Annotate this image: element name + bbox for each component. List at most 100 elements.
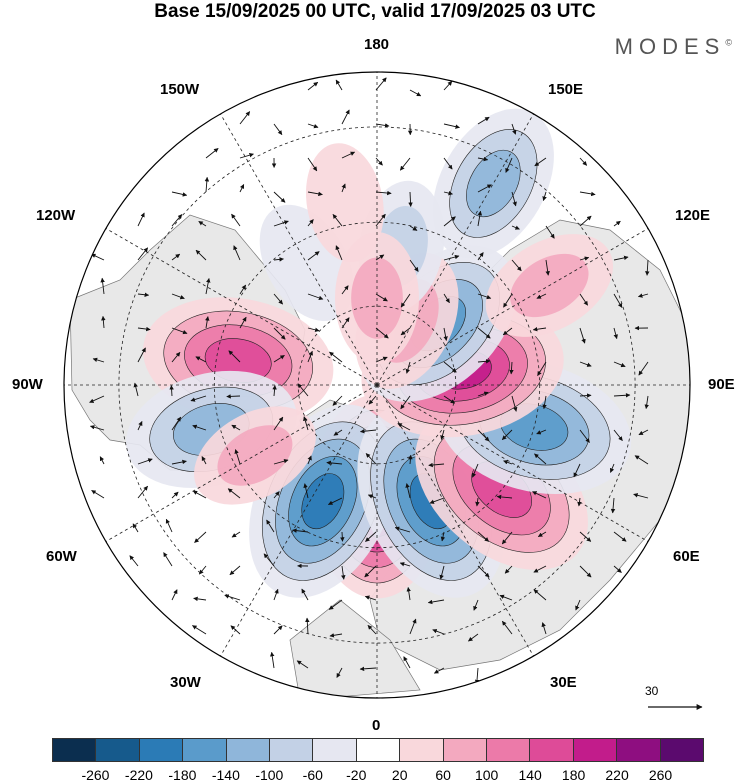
lon-label-150e: 150E [548, 81, 584, 98]
brand-mark: © [725, 37, 732, 48]
colorbar [52, 738, 705, 762]
wind-arrow [365, 531, 377, 542]
wind-arrow [613, 565, 622, 573]
wind-arrow [429, 497, 445, 504]
wind-arrow [511, 225, 520, 230]
colorbar-swatch [95, 738, 139, 762]
wind-arrow [332, 395, 343, 406]
wind-arrow [537, 361, 547, 376]
wind-arrow [192, 490, 207, 499]
colorbar-swatch [355, 738, 400, 762]
wind-arrow [638, 429, 649, 436]
wind-arrow [307, 191, 323, 197]
wind-arrow [137, 347, 146, 363]
wind-arrow [443, 293, 450, 304]
wind-arrow [91, 253, 105, 261]
meridian-line [376, 384, 649, 542]
wind-arrow [638, 361, 649, 376]
wind-arrow [171, 214, 183, 227]
wind-arrow [375, 356, 388, 363]
wind-arrow [609, 463, 615, 473]
wind-arrow [375, 254, 385, 261]
wind-arrow [579, 256, 590, 261]
wind-arrow [367, 625, 377, 635]
wind-arrow [503, 460, 513, 465]
wind-arrow [341, 317, 350, 329]
wind-arrow [477, 327, 491, 339]
wind-arrow [501, 531, 513, 545]
wind-arrow [307, 293, 324, 301]
wind-arrow [137, 421, 143, 431]
wind-arrow [443, 80, 453, 91]
colorbar-swatch [52, 738, 96, 762]
colorbar-swatch [442, 738, 487, 762]
wind-arrow [303, 416, 309, 431]
wind-arrow [273, 354, 285, 363]
wind-arrow [477, 531, 490, 542]
wind-arrow [579, 215, 592, 227]
colorbar-tick-label: 140 [518, 767, 542, 783]
wind-arrow [364, 595, 377, 601]
wind-arrow [137, 458, 153, 465]
wind-arrow [405, 361, 411, 374]
wind-arrow [613, 393, 631, 398]
wind-arrow [477, 565, 490, 578]
wind-arrow [408, 454, 413, 465]
wind-arrow [332, 214, 343, 227]
wind-arrow [511, 259, 522, 272]
wind-arrow [503, 293, 513, 308]
wind-arrow [579, 393, 592, 398]
wind-arrow [192, 625, 207, 635]
wind-arrow [579, 191, 596, 197]
wind-arrow [171, 459, 187, 465]
wind-arrow [542, 395, 547, 410]
wind-arrow [509, 361, 514, 375]
wind-arrow [341, 183, 346, 193]
meridian-line [376, 113, 534, 386]
wind-arrow [171, 491, 179, 499]
wind-arrow [335, 245, 343, 261]
wind-arrow [89, 395, 105, 403]
wind-arrow [440, 531, 446, 542]
colorbar-tick-label: 180 [561, 767, 586, 783]
wind-arrow [443, 361, 457, 373]
wind-arrow [133, 382, 139, 397]
wind-arrow [198, 221, 207, 227]
anomaly-contour [301, 473, 345, 530]
wind-arrow [405, 483, 411, 499]
wind-arrow [205, 148, 219, 159]
wind-arrow [471, 463, 479, 478]
wind-arrow [92, 357, 105, 363]
wind-arrow [226, 394, 241, 399]
wind-arrow [375, 157, 383, 166]
wind-arrow [644, 395, 649, 410]
colorbar-swatch [659, 738, 705, 762]
wind-arrow [305, 617, 310, 635]
wind-arrow [409, 259, 419, 272]
wind-arrow [477, 252, 484, 261]
wind-arrow [579, 429, 590, 443]
wind-arrow [499, 594, 513, 601]
wind-arrow [100, 277, 105, 295]
wind-arrow [239, 284, 247, 295]
wind-arrow [533, 565, 547, 573]
wind-arrow [273, 293, 283, 305]
wind-arrow [193, 596, 207, 602]
wind-arrow [239, 111, 251, 125]
wind-arrow [432, 629, 445, 635]
wind-arrow [231, 531, 241, 538]
wind-arrow [443, 190, 453, 196]
wind-arrow [307, 219, 314, 227]
colorbar-tick-label: 220 [605, 767, 629, 783]
anomaly-contour [466, 149, 521, 218]
wind-arrow [270, 651, 275, 669]
wind-arrow [406, 586, 411, 601]
wind-arrow [477, 391, 489, 397]
wind-arrow [307, 350, 313, 363]
wind-arrow [101, 315, 106, 329]
lon-label-180: 180 [364, 36, 390, 53]
wind-arrow [533, 589, 547, 601]
wind-arrow [129, 555, 139, 567]
brand-name: MODES [614, 34, 726, 59]
meridian-line [105, 228, 378, 386]
